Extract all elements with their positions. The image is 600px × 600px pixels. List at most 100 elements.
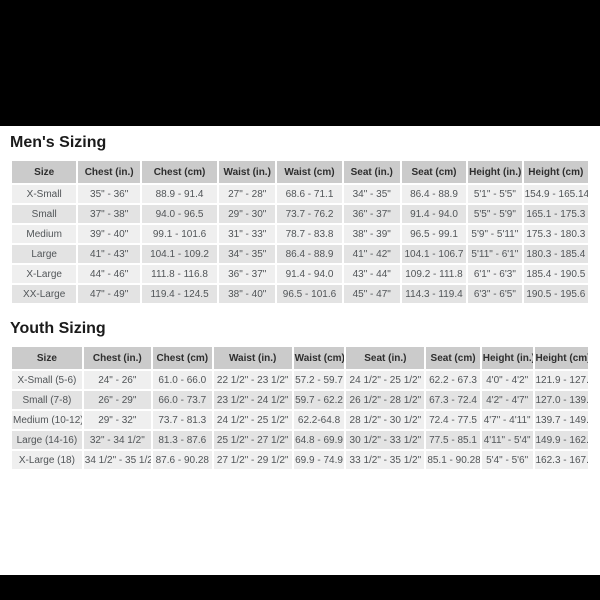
measurement-cell: 175.3 - 180.3 [521,223,591,245]
measurement-cell: 139.7 - 149.9 [532,409,590,431]
size-label-cell: X-Small (5-6) [10,369,84,391]
size-label-cell: Small [9,203,79,225]
measurement-cell: 4'2" - 4'7" [479,389,535,411]
size-chart-content: Men's Sizing Size Chest (in.) Chest (cm) Wa… [0,126,600,471]
measurement-cell: 67.3 - 72.4 [424,389,482,411]
column-header: Chest (in.) [81,345,153,371]
measurement-cell: 4'7" - 4'11" [479,409,535,431]
measurement-cell: 5'5" - 5'9" [466,203,524,225]
measurement-cell: 86.4 - 88.9 [399,183,469,205]
measurement-cell: 149.9 - 162.3 [532,429,590,451]
measurement-cell: 43" - 44" [341,263,402,285]
measurement-cell: 86.4 - 88.9 [275,243,344,265]
bottom-black-band [0,575,600,600]
measurement-cell: 24" - 26" [81,369,153,391]
measurement-cell: 36" - 37" [217,263,278,285]
measurement-cell: 87.6 - 90.28 [150,449,214,471]
measurement-cell: 31" - 33" [217,223,278,245]
measurement-cell: 41" - 43" [76,243,142,265]
measurement-cell: 6'3" - 6'5" [466,283,524,305]
measurement-cell: 66.0 - 73.7 [150,389,214,411]
measurement-cell: 180.3 - 185.4 [521,243,591,265]
size-label-cell: X-Small [9,183,79,205]
measurement-cell: 29" - 32" [81,409,153,431]
size-label-cell: Small (7-8) [10,389,84,411]
size-label-cell: X-Large [9,263,79,285]
measurement-cell: 41" - 42" [341,243,402,265]
measurement-cell: 34 1/2" - 35 1/2" [81,449,153,471]
table-row: Large (14-16) 32" - 34 1/2" 81.3 - 87.6 25 … [10,429,590,451]
size-label-cell: Medium [9,223,79,245]
measurement-cell: 61.0 - 66.0 [150,369,214,391]
measurement-cell: 44" - 46" [76,263,142,285]
measurement-cell: 34" - 35" [217,243,278,265]
measurement-cell: 104.1 - 106.7 [399,243,469,265]
measurement-cell: 88.9 - 91.4 [139,183,220,205]
measurement-cell: 24 1/2" - 25 1/2" [211,409,294,431]
measurement-cell: 104.1 - 109.2 [139,243,220,265]
measurement-cell: 32" - 34 1/2" [81,429,153,451]
column-header: Size [9,159,79,185]
column-header: Chest (cm) [139,159,220,185]
table-row: Medium (10-12) 29" - 32" 73.7 - 81.3 24 1/2… [10,409,590,431]
column-header: Height (cm) [532,345,590,371]
column-header: Seat (cm) [424,345,482,371]
measurement-cell: 47" - 49" [76,283,142,305]
measurement-cell: 38" - 39" [341,223,402,245]
mens-sizing-table: Size Chest (in.) Chest (cm) Waist (in.) Wais… [9,159,591,305]
measurement-cell: 72.4 - 77.5 [424,409,482,431]
header-row: Size Chest (in.) Chest (cm) Waist (in.) Wais… [10,345,590,371]
measurement-cell: 154.9 - 165.14 [521,183,591,205]
size-label-cell: XX-Large [9,283,79,305]
measurement-cell: 162.3 - 167.6 [532,449,590,471]
measurement-cell: 91.4 - 94.0 [275,263,344,285]
column-header: Seat (in.) [341,159,402,185]
table-row: X-Large (18) 34 1/2" - 35 1/2" 87.6 - 90.2… [10,449,590,471]
measurement-cell: 24 1/2" - 25 1/2" [344,369,427,391]
measurement-cell: 96.5 - 99.1 [399,223,469,245]
measurement-cell: 109.2 - 111.8 [399,263,469,285]
table-row: Small (7-8) 26" - 29" 66.0 - 73.7 23 1/2" -… [10,389,590,411]
column-header: Chest (cm) [150,345,214,371]
measurement-cell: 68.6 - 71.1 [275,183,344,205]
measurement-cell: 5'1" - 5'5" [466,183,524,205]
column-header: Seat (cm) [399,159,469,185]
measurement-cell: 5'9" - 5'11" [466,223,524,245]
column-header: Size [10,345,84,371]
measurement-cell: 78.7 - 83.8 [275,223,344,245]
measurement-cell: 27 1/2" - 29 1/2" [211,449,294,471]
table-row: XX-Large 47" - 49" 119.4 - 124.5 38" - 40" 9… [9,283,591,305]
size-label-cell: Large [9,243,79,265]
measurement-cell: 185.4 - 190.5 [521,263,591,285]
measurement-cell: 36" - 37" [341,203,402,225]
table-row: Small 37" - 38" 94.0 - 96.5 29" - 30" 73.7 -… [9,203,591,225]
size-label-cell: Large (14-16) [10,429,84,451]
measurement-cell: 29" - 30" [217,203,278,225]
measurement-cell: 85.1 - 90.28 [424,449,482,471]
measurement-cell: 57.2 - 59.7 [291,369,347,391]
youth-sizing-table: Size Chest (in.) Chest (cm) Waist (in.) Wais… [10,345,590,471]
measurement-cell: 28 1/2" - 30 1/2" [344,409,427,431]
column-header: Height (cm) [521,159,591,185]
measurement-cell: 77.5 - 85.1 [424,429,482,451]
measurement-cell: 96.5 - 101.6 [275,283,344,305]
measurement-cell: 25 1/2" - 27 1/2" [211,429,294,451]
table-row: X-Large 44" - 46" 111.8 - 116.8 36" - 37" 91… [9,263,591,285]
measurement-cell: 38" - 40" [217,283,278,305]
header-row: Size Chest (in.) Chest (cm) Waist (in.) Wais… [9,159,591,185]
measurement-cell: 26 1/2" - 28 1/2" [344,389,427,411]
measurement-cell: 4'0" - 4'2" [479,369,535,391]
column-header: Waist (cm) [291,345,347,371]
measurement-cell: 27" - 28" [217,183,278,205]
measurement-cell: 64.8 - 69.9 [291,429,347,451]
measurement-cell: 59.7 - 62.2 [291,389,347,411]
column-header: Waist (cm) [275,159,344,185]
measurement-cell: 34" - 35" [341,183,402,205]
column-header: Waist (in.) [211,345,294,371]
measurement-cell: 119.4 - 124.5 [139,283,220,305]
measurement-cell: 5'11" - 6'1" [466,243,524,265]
table-row: X-Small (5-6) 24" - 26" 61.0 - 66.0 22 1/2"… [10,369,590,391]
column-header: Height (in.) [466,159,524,185]
measurement-cell: 22 1/2" - 23 1/2" [211,369,294,391]
